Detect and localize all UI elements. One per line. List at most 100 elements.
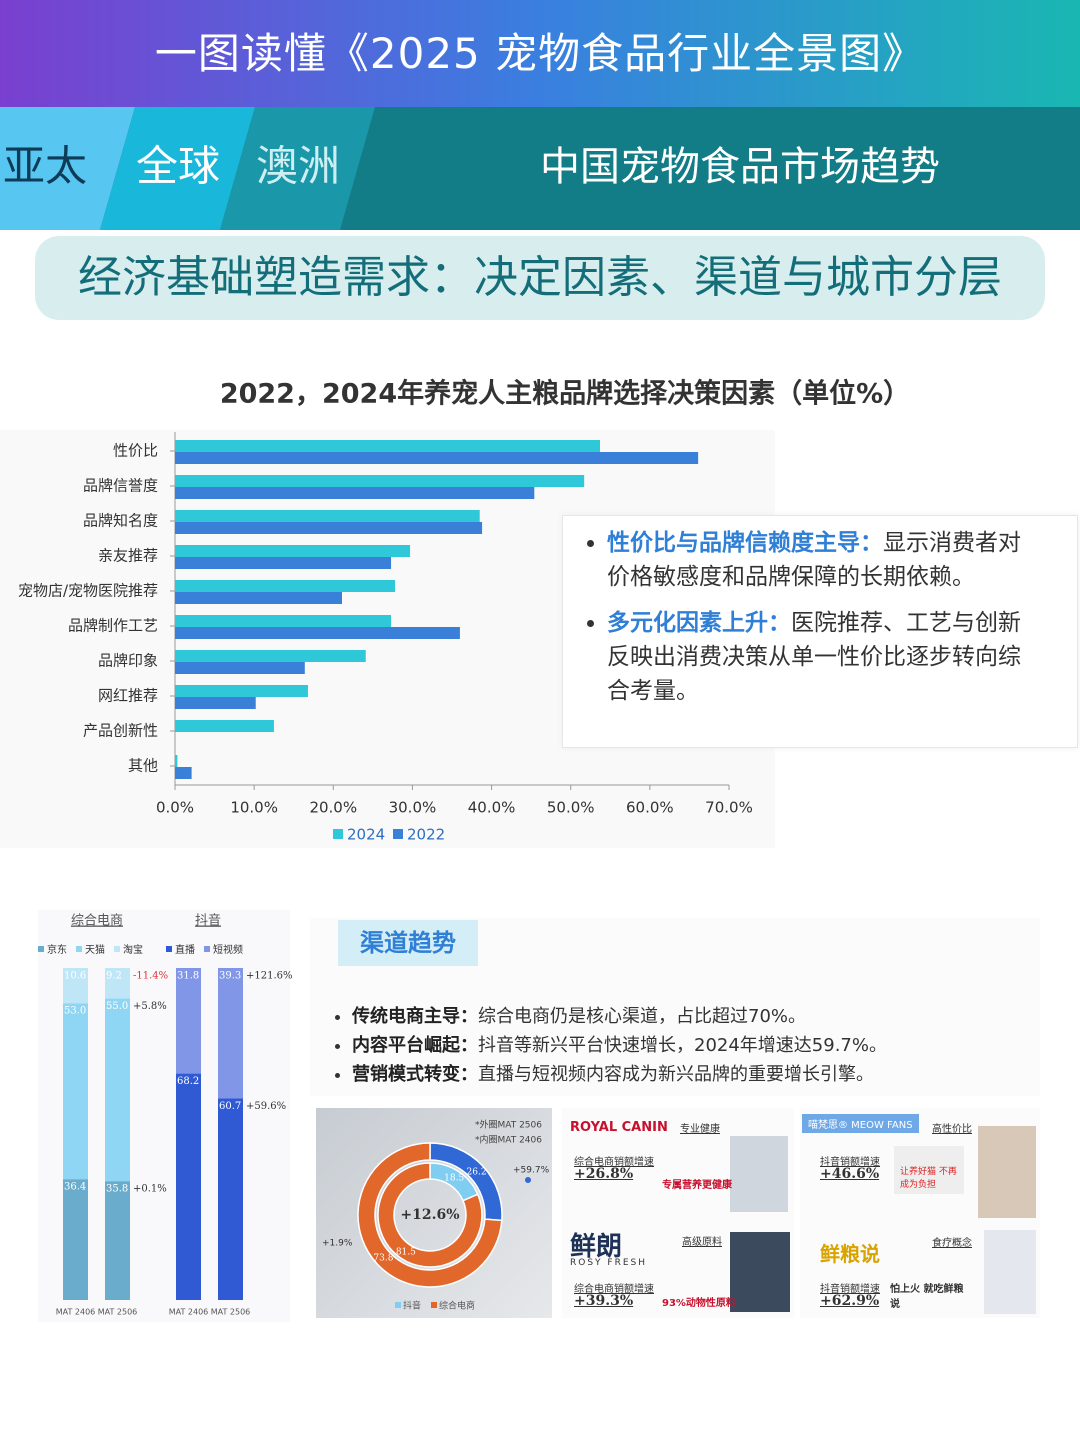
insight-head: 多元化因素上升： [607,610,791,636]
channel-title: 渠道趋势 [338,920,478,966]
panel-title: 综合电商 [71,914,123,929]
bar-segment [218,1098,243,1300]
tab [100,107,255,230]
legend-label: 2024 [347,826,385,844]
value-label: 53.0 [64,1006,86,1017]
x-tick-label: 10.0% [230,799,278,817]
y-tick-label: 产品创新性 [83,722,158,740]
change-label: +59.6% [246,1101,286,1112]
insight-body: 显示消费者对价格敏感度和品牌保障的长期依赖。 [607,530,1021,590]
bar [175,510,480,522]
bar [175,720,274,732]
value-label: 60.7 [219,1101,241,1112]
metric-label: 抖音销额增速 [820,1284,880,1295]
change-label: +5.8% [133,1001,167,1012]
center-label: +12.6% [400,1207,459,1223]
product-image [894,1146,964,1194]
donut-slice [357,1142,503,1288]
channel-bullet: 传统电商主导：综合电商仍是核心渠道，占比超过70%。 [352,1002,887,1031]
y-tick-label: 网红推荐 [98,687,158,705]
bar-segment [105,1181,130,1300]
metric: +62.9% [820,1293,880,1309]
y-tick-label: 亲友推荐 [98,547,158,565]
annotation-dot [525,1177,531,1183]
bar [175,452,699,464]
tab [0,107,135,230]
value-label: 18.5 [444,1174,464,1184]
tab-label: 亚太 [3,142,87,191]
bar-segment [63,968,88,1004]
bar-segment [105,968,130,999]
person-image [978,1126,1036,1218]
legend-label: 2022 [407,826,445,844]
tab-band: 亚太 全球 澳洲 中国宠物食品市场趋势 [0,107,1080,230]
subtitle: 经济基础塑造需求：决定因素、渠道与城市分层 [35,236,1045,320]
product-image [730,1232,790,1312]
metric-label: 综合电商销额增速 [574,1284,654,1295]
bullet-head: 传统电商主导： [352,1006,478,1027]
page-title: 一图读懂《2025 宠物食品行业全景图》 [154,29,926,78]
value-label: 36.4 [64,1182,86,1193]
bullet-head: 内容平台崛起： [352,1035,478,1056]
chart-title: 2022，2024年养宠人主粮品牌选择决策因素（单位%） [220,378,910,410]
dog-image [984,1230,1036,1314]
bar-segment [63,1003,88,1180]
legend-label: 短视频 [213,943,243,956]
brand-card: ROYAL CANIN 专业健康 综合电商销额增速 +26.8% 专属营养更健康… [562,1108,794,1318]
bar [175,627,460,639]
bar [175,522,483,534]
annotation: +1.9% [322,1239,353,1249]
legend-swatch [204,946,210,952]
legend-swatch [38,946,44,952]
section-title: 中国宠物食品市场趋势 [540,144,940,190]
bar-segment [176,968,201,1074]
bar-segment [218,968,243,1099]
bullet-head: 营销模式转变： [352,1064,478,1085]
brand-tag: 食疗概念 [932,1238,972,1249]
tab-label: 全球 [136,142,220,191]
value-label: 81.5 [396,1247,416,1257]
legend-label: 综合电商 [439,1300,475,1312]
bar [175,475,585,487]
bar-segment [176,1073,201,1300]
y-tick-label: 品牌印象 [98,652,158,670]
change-label: +121.6% [246,971,293,982]
x-tick-label: MAT 2506 [211,1308,251,1317]
tab [220,107,375,230]
brand-name: 鲜粮说 [820,1242,880,1266]
legend-label: *外圈MAT 2506 [475,1119,542,1131]
insight-head: 性价比与品牌信赖度主导： [607,530,883,556]
legend-label: 淘宝 [123,943,143,956]
brand-name: ROYAL CANIN [570,1120,668,1135]
insight: 性价比与品牌信赖度主导：显示消费者对价格敏感度和品牌保障的长期依赖。 [607,526,1037,594]
brand-name: 鲜朗 [570,1232,623,1262]
brand-tag: 高性价比 [932,1124,972,1135]
x-tick-label: 20.0% [309,799,357,817]
brand-tag: 专业健康 [680,1124,720,1135]
channel-bullet: 内容平台崛起：抖音等新兴平台快速增长，2024年增速达59.7%。 [352,1031,887,1060]
legend-swatch [114,946,120,952]
change-label: -11.4% [133,971,168,982]
bar [175,615,392,627]
header-bar: 一图读懂《2025 宠物食品行业全景图》 [0,0,1080,107]
x-tick-label: 30.0% [389,799,437,817]
x-tick-label: MAT 2406 [56,1308,96,1317]
bar [175,650,366,662]
legend-label: 直播 [175,943,195,956]
metric: +26.8% [574,1166,634,1182]
bar-segment [63,1179,88,1300]
brand-tag: 高级原料 [682,1237,722,1248]
insight: 多元化因素上升：医院推荐、工艺与创新反映出消费决策从单一性价比逐步转向综合考量。 [607,606,1037,708]
legend-label: 京东 [47,943,67,956]
brand-name: 喵梵思® MEOW FANS [802,1114,919,1133]
value-label: 35.8 [106,1184,128,1195]
x-tick-label: 60.0% [626,799,674,817]
x-tick-label: MAT 2406 [169,1308,209,1317]
value-label: 68.2 [177,1076,199,1087]
bar [175,592,342,604]
legend-swatch [431,1302,437,1308]
bar [175,697,256,709]
bar [175,545,411,557]
insight-box: 性价比与品牌信赖度主导：显示消费者对价格敏感度和品牌保障的长期依赖。 多元化因素… [562,515,1078,748]
